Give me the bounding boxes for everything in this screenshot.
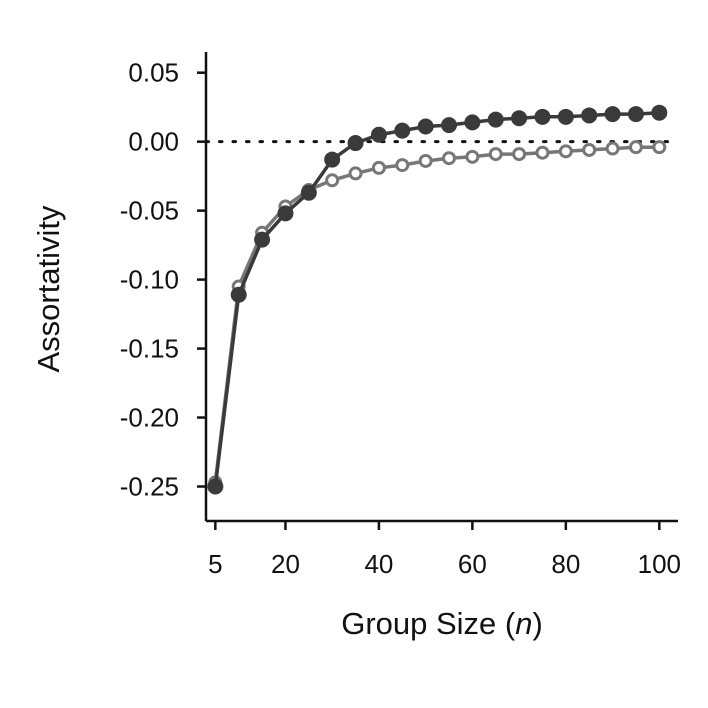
- series-1-point: [488, 147, 503, 162]
- series-1-point: [652, 140, 667, 155]
- series-1-point: [628, 140, 643, 155]
- series-2-point: [581, 107, 598, 124]
- series-2-point: [441, 117, 458, 134]
- y-tick-label: 0.00: [128, 127, 179, 157]
- x-tick-label: 40: [364, 549, 393, 579]
- y-tick-label: -0.25: [120, 472, 179, 502]
- series-2-point: [534, 108, 551, 125]
- x-axis-title: Group Size (n): [341, 606, 543, 641]
- series-1-point: [582, 142, 597, 157]
- x-tick-label: 20: [271, 549, 300, 579]
- series-2-point: [254, 231, 271, 248]
- series-2-point: [324, 151, 341, 168]
- series-2-point: [511, 110, 528, 127]
- series-1-point: [418, 153, 433, 168]
- series-2-point: [487, 111, 504, 128]
- y-tick-label: -0.05: [120, 196, 179, 226]
- series-1-point: [558, 144, 573, 159]
- series-2-point: [464, 114, 481, 131]
- series-1-point: [325, 173, 340, 188]
- series-2-line: [213, 110, 660, 487]
- series-1-point: [442, 151, 457, 166]
- x-tick-label: 5: [208, 549, 222, 579]
- series-1-point: [348, 166, 363, 181]
- series-2-point: [230, 286, 247, 303]
- series-2-point: [347, 135, 364, 152]
- series-layer: [207, 104, 668, 495]
- series-2-point: [300, 184, 317, 201]
- y-axis-title: Assortativity: [31, 205, 66, 373]
- series-2-point: [394, 122, 411, 139]
- series-2-point: [651, 104, 668, 121]
- series-1-point: [465, 149, 480, 164]
- series-2-point: [370, 126, 387, 143]
- series-2-point: [207, 478, 224, 495]
- series-2-point: [604, 106, 621, 123]
- x-tick-label: 100: [638, 549, 681, 579]
- x-tick-label: 80: [551, 549, 580, 579]
- series-2-point: [417, 118, 434, 135]
- series-1-point: [535, 145, 550, 160]
- y-tick-label: -0.15: [120, 334, 179, 364]
- series-2-point: [277, 205, 294, 222]
- y-tick-label: 0.05: [128, 58, 179, 88]
- series-1-point: [512, 147, 527, 162]
- series-2-point: [627, 106, 644, 123]
- y-tick-label: -0.10: [120, 265, 179, 295]
- series-1-point: [605, 141, 620, 156]
- ticks-layer: 0.05 0.00 -0.05 -0.10 -0.15 -0.20 -0.25 5 20 40 60…: [120, 58, 681, 579]
- series-1-point: [371, 160, 386, 175]
- series-1-point: [395, 158, 410, 173]
- y-tick-label: -0.20: [120, 403, 179, 433]
- series-2-point: [557, 108, 574, 125]
- x-tick-label: 60: [458, 549, 487, 579]
- series-1-line: [213, 145, 660, 483]
